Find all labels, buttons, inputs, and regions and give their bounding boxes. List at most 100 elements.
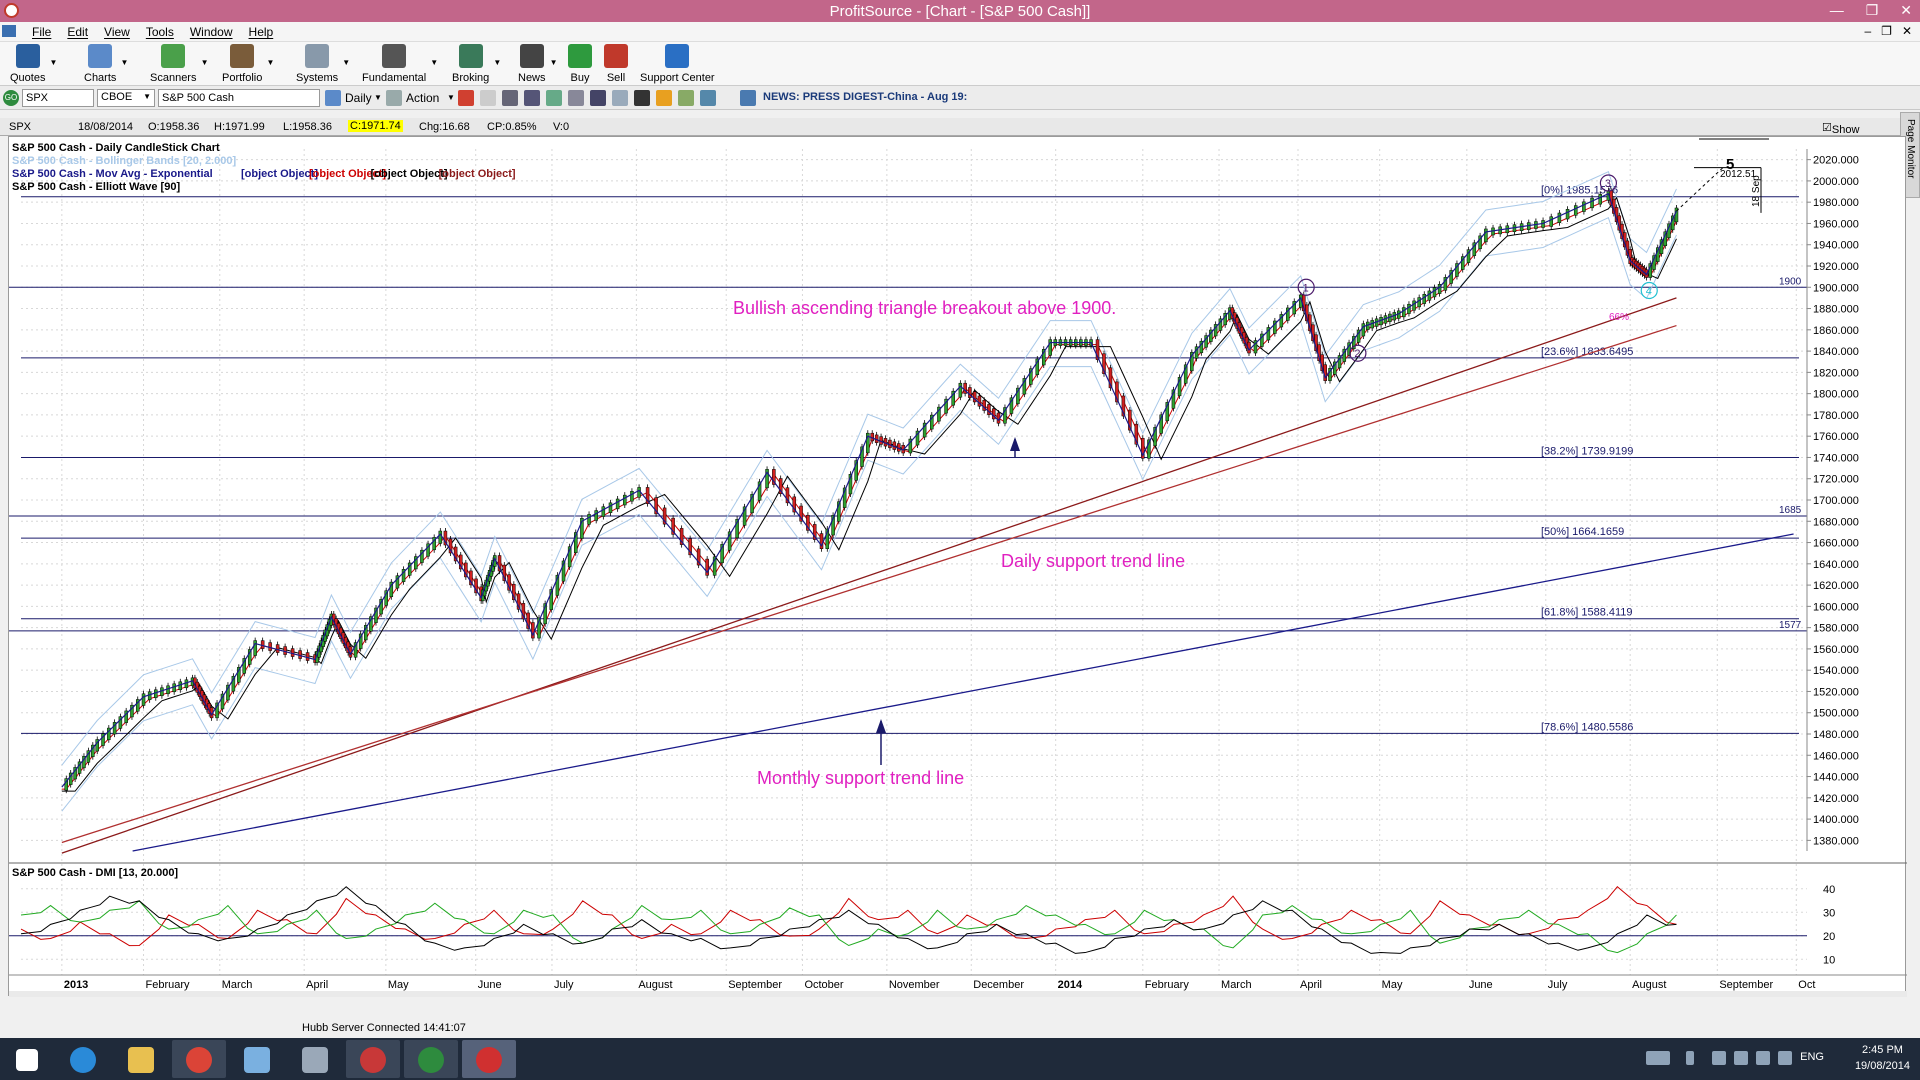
taskbar-explorer[interactable]: [114, 1040, 168, 1078]
menu-edit[interactable]: Edit: [67, 25, 89, 39]
chart-tool-icon[interactable]: [590, 90, 606, 106]
print-tool-icon[interactable]: [568, 90, 584, 106]
close-icon[interactable]: ✕: [1900, 2, 1912, 18]
transfer-tool-icon[interactable]: [678, 90, 694, 106]
period-select[interactable]: Daily: [345, 91, 372, 105]
taskbar-apps[interactable]: [288, 1040, 342, 1078]
binoculars-tool-icon[interactable]: [634, 90, 650, 106]
go-icon[interactable]: GO: [3, 90, 19, 106]
sell-icon: [604, 44, 628, 68]
toolbar-fundamental-button[interactable]: Fundamental ▼: [362, 44, 438, 84]
candle-body: [654, 497, 658, 515]
dmi-series-line: [20, 886, 1677, 947]
restore-icon[interactable]: ❐: [1865, 2, 1879, 18]
scanners-icon: [161, 44, 186, 68]
price-chart[interactable]: [0%] 1985.1576[23.6%] 1833.6495[38.2%] 1…: [9, 137, 1907, 997]
chevron-down-icon[interactable]: ▼: [120, 58, 129, 67]
security-name-field[interactable]: [158, 89, 320, 107]
candle-body: [1402, 307, 1406, 318]
keyboard-icon[interactable]: [1646, 1051, 1670, 1065]
toolbar-buy-button[interactable]: Buy: [568, 44, 592, 84]
minimize-icon[interactable]: —: [1829, 2, 1844, 18]
exchange-select[interactable]: CBOE ▼: [97, 89, 155, 107]
chevron-down-icon[interactable]: ▼: [200, 58, 209, 67]
mdi-restore-icon[interactable]: ❐: [1881, 24, 1892, 38]
signal-icon[interactable]: [1756, 1051, 1770, 1065]
settings-tool-icon[interactable]: [502, 90, 518, 106]
chart-panel[interactable]: [0%] 1985.1576 [23.6%] 1833.6495 [38.2%] 1…: [8, 136, 1907, 997]
action-menu[interactable]: Action: [406, 91, 440, 105]
toolbar-charts-button[interactable]: Charts ▼: [84, 44, 128, 84]
toolbar-portfolio-button[interactable]: Portfolio ▼: [222, 44, 274, 84]
taskbar-paint[interactable]: [346, 1040, 400, 1078]
chevron-down-icon[interactable]: ▼: [493, 58, 502, 67]
taskbar-chrome[interactable]: [172, 1040, 226, 1078]
language-indicator[interactable]: ENG: [1800, 1051, 1824, 1063]
dmi-panel: S&P 500 Cash - DMI [13, 20.000] 40 30 20 10: [9, 862, 1907, 966]
toolbar-broking-button[interactable]: Broking ▼: [452, 44, 501, 84]
action-grid-icon[interactable]: [386, 90, 402, 106]
menu-file[interactable]: File: [32, 25, 52, 39]
blank-page-tool-icon[interactable]: [480, 90, 496, 106]
candle-body: [1286, 307, 1290, 321]
bulb-tool-icon[interactable]: [612, 90, 628, 106]
profitsource-logo-icon[interactable]: [4, 3, 19, 18]
quotes-icon: [15, 44, 40, 68]
symbol-input[interactable]: [22, 89, 94, 107]
indicator-tool-icon[interactable]: [700, 90, 716, 106]
chevron-down-icon[interactable]: ▼: [549, 58, 558, 67]
star-tool-icon[interactable]: [656, 90, 672, 106]
candle-body: [512, 583, 516, 601]
y-tick-label: 1880.000: [1813, 304, 1859, 316]
toolbar-news-button[interactable]: News ▼: [518, 44, 558, 84]
candle-body: [154, 689, 158, 699]
link-tool-icon[interactable]: [546, 90, 562, 106]
taskbar-clock[interactable]: 2:45 PM 19/08/2014: [1855, 1042, 1910, 1074]
dmi-tick-label: 30: [1823, 907, 1835, 919]
toolbar-systems-button[interactable]: Systems ▼: [296, 44, 350, 84]
candle-body: [1466, 249, 1471, 263]
candle-body: [1342, 348, 1347, 362]
toolbar-sell-button[interactable]: Sell: [604, 44, 628, 84]
candle-body: [178, 681, 183, 691]
mdi-close-icon[interactable]: ✕: [1901, 24, 1912, 38]
calendar-icon[interactable]: [325, 90, 341, 106]
volume-icon[interactable]: [1778, 1051, 1792, 1065]
chevron-down-icon[interactable]: ▼: [430, 58, 439, 67]
news-ticker[interactable]: NEWS: PRESS DIGEST-China - Aug 19:: [763, 91, 968, 103]
taskbar-ie[interactable]: [56, 1040, 110, 1078]
menu-tools[interactable]: Tools: [145, 25, 174, 39]
toolbar-quotes-button[interactable]: Quotes ▼: [10, 44, 57, 84]
toolbar-label: Broking: [452, 72, 490, 84]
chevron-down-icon[interactable]: ▼: [447, 93, 455, 102]
chevron-down-icon[interactable]: ▼: [49, 58, 58, 67]
portfolio-icon: [230, 44, 255, 68]
battery-icon[interactable]: [1712, 1051, 1726, 1065]
toolbar-support-center-button[interactable]: Support Center: [640, 44, 715, 84]
down-arrow-tool-icon[interactable]: [458, 90, 474, 106]
taskbar-profitsource[interactable]: [462, 1040, 516, 1078]
menu-view[interactable]: View: [104, 25, 130, 39]
save-tool-icon[interactable]: [524, 90, 540, 106]
info-open: O:1958.36: [148, 121, 200, 133]
menu-window[interactable]: Window: [189, 25, 233, 39]
chevron-down-icon[interactable]: ▼: [266, 58, 275, 67]
grid-layer: [21, 149, 1807, 975]
candle-body: [785, 487, 790, 504]
chevron-down-icon[interactable]: ▼: [342, 58, 351, 67]
news-ticker-icon[interactable]: [740, 90, 756, 106]
network-icon[interactable]: [1734, 1051, 1748, 1065]
candle-body: [1432, 287, 1437, 298]
show-last-checkbox[interactable]: ☑ Show Last: [1822, 121, 1859, 148]
taskbar-go[interactable]: [404, 1040, 458, 1078]
taskbar-notepad[interactable]: [230, 1040, 284, 1078]
chevron-down-icon[interactable]: ▼: [374, 93, 382, 102]
candle-body: [630, 491, 634, 502]
tray-expand-icon[interactable]: [1686, 1051, 1694, 1065]
chart-window-icon[interactable]: [2, 25, 16, 37]
start-button[interactable]: [0, 1040, 54, 1078]
mdi-minimize-icon[interactable]: –: [1864, 24, 1872, 38]
menu-help[interactable]: Help: [248, 25, 274, 39]
toolbar-scanners-button[interactable]: Scanners ▼: [150, 44, 208, 84]
candle-body: [469, 570, 473, 586]
